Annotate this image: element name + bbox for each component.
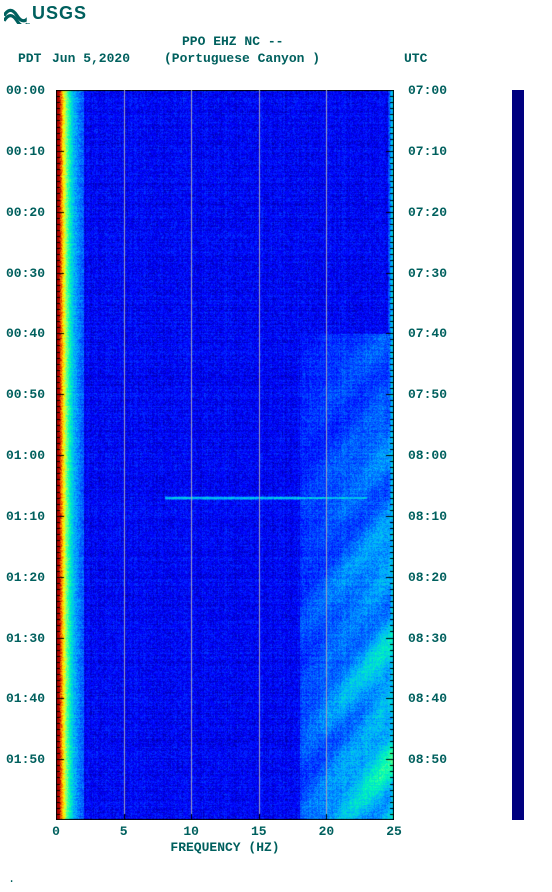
ytick-left: 01:40 [6,691,45,706]
ytick-right: 08:00 [408,448,447,463]
ytick-right: 07:20 [408,205,447,220]
ytick-right: 08:30 [408,631,447,646]
ytick-left: 00:20 [6,205,45,220]
xtick: 5 [120,824,128,839]
usgs-wave-icon [4,2,30,24]
ytick-right: 07:00 [408,83,447,98]
spectrogram-canvas [56,90,394,820]
tz-left-label: PDT [18,51,41,66]
ytick-left: 00:40 [6,326,45,341]
xtick: 20 [319,824,335,839]
ytick-right: 08:20 [408,570,447,585]
page-root: USGS PPO EHZ NC -- PDT Jun 5,2020 (Portu… [0,0,552,892]
ytick-left: 01:30 [6,631,45,646]
colorbar [512,90,524,820]
date-label: Jun 5,2020 [52,51,130,66]
x-axis-label: FREQUENCY (HZ) [56,840,394,855]
ytick-right: 08:40 [408,691,447,706]
ytick-left: 00:50 [6,387,45,402]
ytick-right: 08:10 [408,509,447,524]
xtick: 25 [386,824,402,839]
usgs-logo-text: USGS [32,3,87,24]
ytick-left: 01:10 [6,509,45,524]
ytick-left: 01:00 [6,448,45,463]
ytick-right: 07:30 [408,266,447,281]
ytick-left: 01:50 [6,752,45,767]
ytick-right: 08:50 [408,752,447,767]
ytick-right: 07:50 [408,387,447,402]
xtick: 10 [183,824,199,839]
station-name: (Portuguese Canyon ) [164,51,320,66]
spectrogram-plot [56,90,394,820]
ytick-right: 07:10 [408,144,447,159]
xtick: 15 [251,824,267,839]
tz-right-label: UTC [404,51,427,66]
usgs-logo: USGS [4,2,87,24]
ytick-right: 07:40 [408,326,447,341]
ytick-left: 00:30 [6,266,45,281]
station-code: PPO EHZ NC -- [182,34,283,49]
ytick-left: 00:10 [6,144,45,159]
footer-mark: . [8,872,15,886]
ytick-left: 01:20 [6,570,45,585]
ytick-left: 00:00 [6,83,45,98]
xtick: 0 [52,824,60,839]
